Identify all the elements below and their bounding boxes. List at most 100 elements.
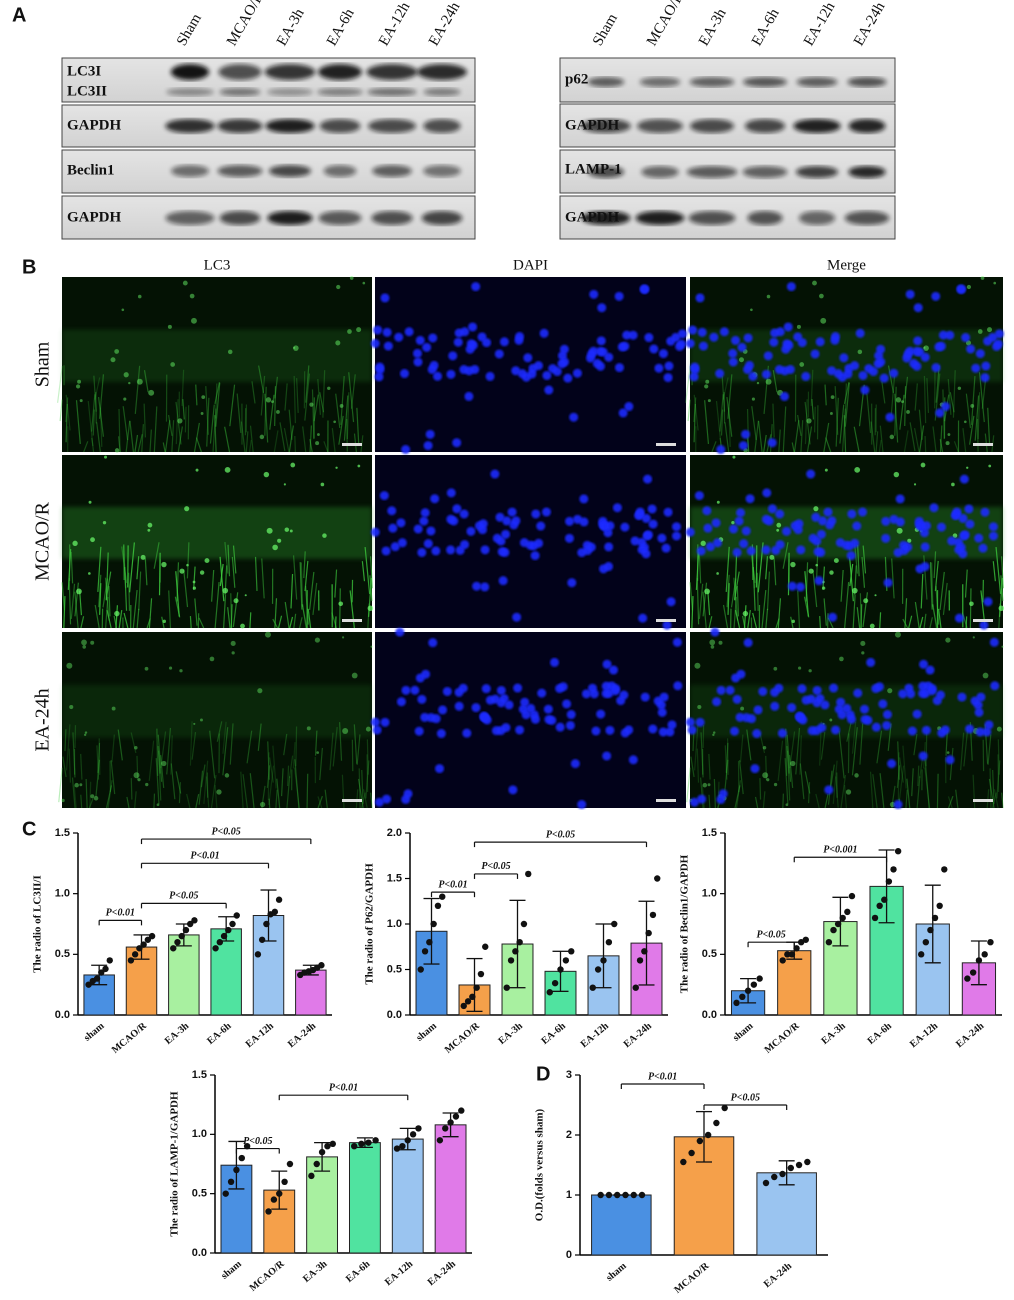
- nucleus: [813, 547, 823, 557]
- nucleus: [658, 727, 668, 737]
- lc3-puncta: [829, 570, 834, 575]
- nucleus: [879, 373, 889, 383]
- dendrite: [153, 542, 160, 569]
- lc3-puncta: [1001, 645, 1004, 648]
- dendrite: [722, 377, 729, 400]
- lc3-puncta: [283, 483, 286, 486]
- scale-bar: [342, 619, 362, 622]
- lc3-puncta: [144, 666, 149, 671]
- blot-band: [170, 64, 210, 80]
- dendrite: [919, 616, 924, 629]
- dendrite: [929, 617, 933, 629]
- lc3-puncta: [156, 803, 160, 807]
- dendrite: [219, 563, 224, 587]
- dendrite: [778, 429, 781, 453]
- lc3-puncta: [806, 418, 812, 424]
- nucleus: [797, 338, 807, 348]
- dendrite: [195, 793, 200, 809]
- error-bar: [595, 923, 612, 989]
- nucleus: [671, 332, 681, 342]
- nucleus: [397, 538, 407, 548]
- significance-label: P<0.01: [648, 1071, 677, 1082]
- x-tick-label: MCAO/R: [763, 1020, 803, 1056]
- lc3-puncta: [820, 317, 827, 324]
- nucleus: [750, 764, 760, 774]
- nucleus: [481, 684, 491, 694]
- micrograph: [370, 455, 686, 630]
- nucleus: [374, 372, 384, 382]
- x-tick-label: sham: [731, 1020, 756, 1044]
- nucleus: [577, 548, 587, 558]
- nucleus: [958, 513, 968, 523]
- nucleus: [922, 521, 932, 531]
- data-point: [127, 957, 135, 964]
- lc3-puncta: [951, 482, 955, 487]
- lc3-puncta: [314, 637, 320, 643]
- dendrite: [105, 552, 109, 601]
- micrograph: [685, 627, 1004, 810]
- dendrite: [726, 738, 729, 775]
- dendrite: [214, 382, 220, 404]
- dendrite: [317, 379, 321, 415]
- dendrite: [906, 778, 911, 809]
- nucleus: [716, 445, 726, 455]
- scale-bar: [342, 799, 362, 802]
- lc3-puncta: [751, 397, 755, 401]
- dendrite: [296, 378, 299, 413]
- dendrite: [987, 734, 992, 765]
- data-point: [784, 951, 791, 958]
- nucleus: [920, 562, 930, 572]
- dendrite: [361, 769, 364, 805]
- nucleus: [801, 371, 811, 381]
- significance-bracket: [747, 941, 795, 948]
- dendrite: [168, 590, 172, 629]
- nucleus: [381, 546, 391, 556]
- lc3-puncta: [306, 726, 311, 731]
- lc3-puncta: [114, 349, 120, 354]
- lc3-puncta: [347, 329, 352, 334]
- dendrite: [355, 789, 359, 809]
- nucleus: [989, 637, 999, 647]
- nucleus: [775, 540, 785, 550]
- data-point: [750, 981, 758, 988]
- lane-label: EA-3h: [274, 6, 308, 49]
- y-tick-label: 1.5: [387, 872, 402, 884]
- nucleus: [413, 357, 423, 367]
- lc3-puncta: [72, 540, 78, 547]
- data-point: [804, 1158, 811, 1166]
- micrograph: [370, 277, 687, 455]
- nucleus: [702, 506, 712, 516]
- micrograph-bg: [375, 277, 686, 452]
- nucleus: [846, 714, 856, 724]
- dendrite: [762, 791, 766, 809]
- lc3-puncta: [815, 563, 818, 567]
- nucleus: [480, 545, 490, 555]
- dendrite: [189, 615, 192, 629]
- data-point: [876, 902, 883, 909]
- nucleus: [814, 576, 824, 586]
- column-header: Merge: [827, 257, 866, 273]
- nucleus: [907, 726, 917, 736]
- nucleus: [934, 342, 944, 352]
- dendrite: [246, 730, 253, 764]
- dendrite: [153, 406, 158, 453]
- lc3-puncta: [148, 389, 155, 396]
- dendrite: [923, 613, 927, 629]
- dendrite: [945, 730, 948, 756]
- nucleus: [641, 513, 651, 523]
- dendrite: [698, 551, 702, 584]
- bar: [210, 928, 242, 1016]
- data-point: [680, 1158, 687, 1166]
- nucleus: [637, 537, 647, 547]
- nucleus: [628, 755, 638, 765]
- lc3-puncta: [271, 400, 274, 404]
- dendrite: [997, 754, 1000, 793]
- data-point: [733, 999, 740, 1007]
- dendrite: [181, 369, 185, 406]
- dendrite: [214, 582, 220, 629]
- lc3-puncta: [349, 276, 354, 280]
- dendrite: [881, 381, 886, 404]
- blot-band: [581, 211, 631, 225]
- dendrite: [353, 433, 357, 453]
- dendrite: [293, 613, 297, 629]
